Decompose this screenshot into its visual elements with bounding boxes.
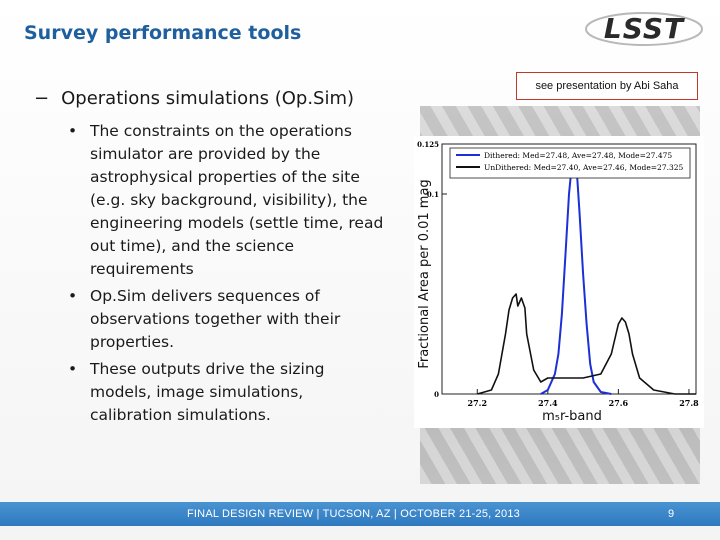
bullet-list: The constraints on the operations simula… [60,120,390,431]
series-line-undithered [477,293,696,395]
x-tick-label: 27.6 [609,398,629,408]
bullet-item: Op.Sim delivers sequences of observation… [60,285,390,354]
bullet-item: These outputs drive the sizing models, i… [60,358,390,427]
x-tick-label: 27.8 [679,398,699,408]
plot-frame [441,143,697,395]
main-heading: − Operations simulations (Op.Sim) [34,88,354,109]
legend-box [449,147,691,179]
reference-note: see presentation by Abi Saha [516,72,698,100]
y-tick-label: 0.1 [427,190,439,199]
legend-entry: UnDithered: Med=27.40, Ave=27.46, Mode=2… [484,163,684,172]
heading-text: Operations simulations (Op.Sim) [61,88,355,109]
x-tick-label: 27.4 [538,398,558,408]
y-tick-label: 0.125 [417,140,439,149]
y-tick-label: 0 [434,390,439,399]
legend-entry: Dithered: Med=27.48, Ave=27.48, Mode=27.… [484,151,672,160]
bullet-item: The constraints on the operations simula… [60,120,390,281]
heading-marker: − [34,88,50,109]
x-tick-label: 27.2 [468,398,487,408]
footer-bar [0,502,720,526]
slide-title: Survey performance tools [24,22,302,44]
footer-text: FINAL DESIGN REVIEW | TUCSON, AZ | OCTOB… [187,508,520,520]
y-axis-label: Fractional Area per 0.01 mag [417,179,432,368]
logo-text: LSST [604,12,685,45]
lsst-logo: LSST [585,12,703,46]
x-axis-label: m₅r-band [542,409,602,424]
page-number: 9 [668,508,675,520]
depth-histogram-chart: 27.2 27.4 27.6 27.8 0 0.1 0.125 Dithered: Med=… [414,136,704,428]
